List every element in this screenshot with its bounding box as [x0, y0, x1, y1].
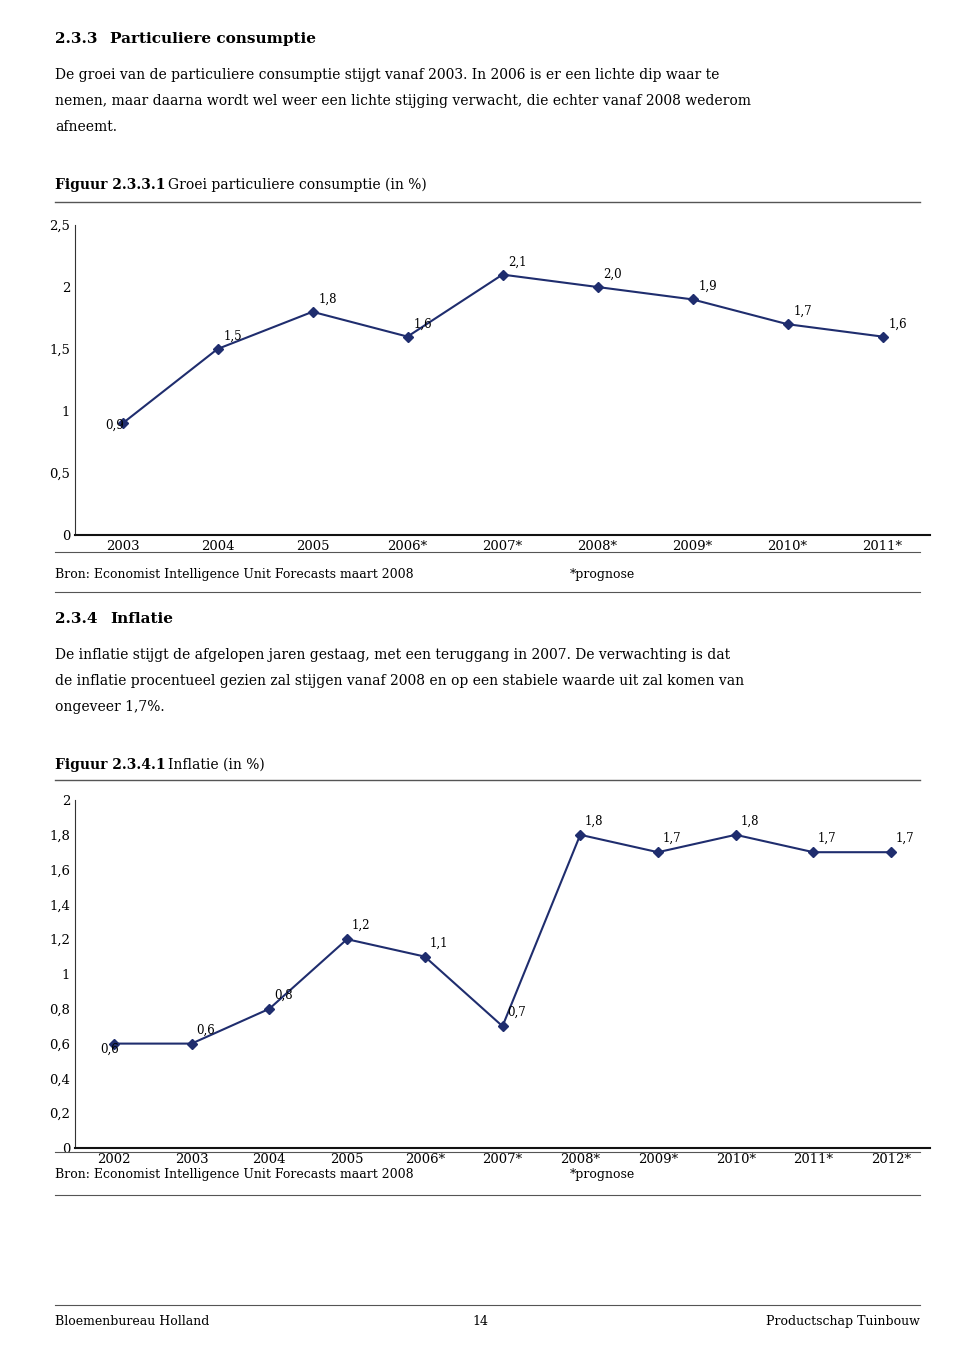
- Text: 1,7: 1,7: [818, 833, 837, 845]
- Text: 0,9: 0,9: [106, 420, 124, 432]
- Text: Productschap Tuinbouw: Productschap Tuinbouw: [766, 1315, 920, 1328]
- Text: 0,7: 0,7: [507, 1006, 526, 1020]
- Text: 1,8: 1,8: [740, 815, 758, 827]
- Text: *prognose: *prognose: [570, 568, 636, 581]
- Text: nemen, maar daarna wordt wel weer een lichte stijging verwacht, die echter vanaf: nemen, maar daarna wordt wel weer een li…: [55, 94, 751, 108]
- Text: Groei particuliere consumptie (in %): Groei particuliere consumptie (in %): [168, 178, 427, 192]
- Text: 1,8: 1,8: [585, 815, 604, 827]
- Text: Inflatie: Inflatie: [110, 612, 173, 625]
- Text: 1,7: 1,7: [896, 833, 915, 845]
- Text: *prognose: *prognose: [570, 1167, 636, 1181]
- Text: ongeveer 1,7%.: ongeveer 1,7%.: [55, 699, 164, 714]
- Text: 1,1: 1,1: [429, 936, 448, 950]
- Text: 1,9: 1,9: [698, 280, 717, 293]
- Text: 1,5: 1,5: [223, 330, 242, 343]
- Text: De inflatie stijgt de afgelopen jaren gestaag, met een teruggang in 2007. De ver: De inflatie stijgt de afgelopen jaren ge…: [55, 648, 731, 662]
- Text: 1,8: 1,8: [318, 293, 337, 305]
- Text: de inflatie procentueel gezien zal stijgen vanaf 2008 en op een stabiele waarde : de inflatie procentueel gezien zal stijg…: [55, 674, 744, 689]
- Text: 1,2: 1,2: [351, 919, 371, 932]
- Text: Bloemenbureau Holland: Bloemenbureau Holland: [55, 1315, 209, 1328]
- Text: Bron: Economist Intelligence Unit Forecasts maart 2008: Bron: Economist Intelligence Unit Foreca…: [55, 568, 414, 581]
- Text: 2.3.3: 2.3.3: [55, 32, 98, 46]
- Text: afneemt.: afneemt.: [55, 120, 117, 134]
- Text: 2,0: 2,0: [603, 268, 622, 281]
- Text: 1,7: 1,7: [793, 305, 812, 317]
- Text: Bron: Economist Intelligence Unit Forecasts maart 2008: Bron: Economist Intelligence Unit Foreca…: [55, 1167, 414, 1181]
- Text: 0,6: 0,6: [196, 1024, 215, 1037]
- Text: 1,6: 1,6: [413, 317, 432, 331]
- Text: Inflatie (in %): Inflatie (in %): [168, 759, 265, 772]
- Text: 0,8: 0,8: [274, 989, 293, 1002]
- Text: De groei van de particuliere consumptie stijgt vanaf 2003. In 2006 is er een lic: De groei van de particuliere consumptie …: [55, 69, 719, 82]
- Text: Figuur 2.3.4.1: Figuur 2.3.4.1: [55, 759, 166, 772]
- Text: 14: 14: [472, 1315, 488, 1328]
- Text: 1,6: 1,6: [888, 317, 907, 331]
- Text: 2,1: 2,1: [508, 256, 527, 269]
- Text: 1,7: 1,7: [662, 833, 682, 845]
- Text: Figuur 2.3.3.1: Figuur 2.3.3.1: [55, 178, 165, 192]
- Text: Particuliere consumptie: Particuliere consumptie: [110, 32, 316, 46]
- Text: 2.3.4: 2.3.4: [55, 612, 98, 625]
- Text: 0,6: 0,6: [100, 1042, 119, 1056]
